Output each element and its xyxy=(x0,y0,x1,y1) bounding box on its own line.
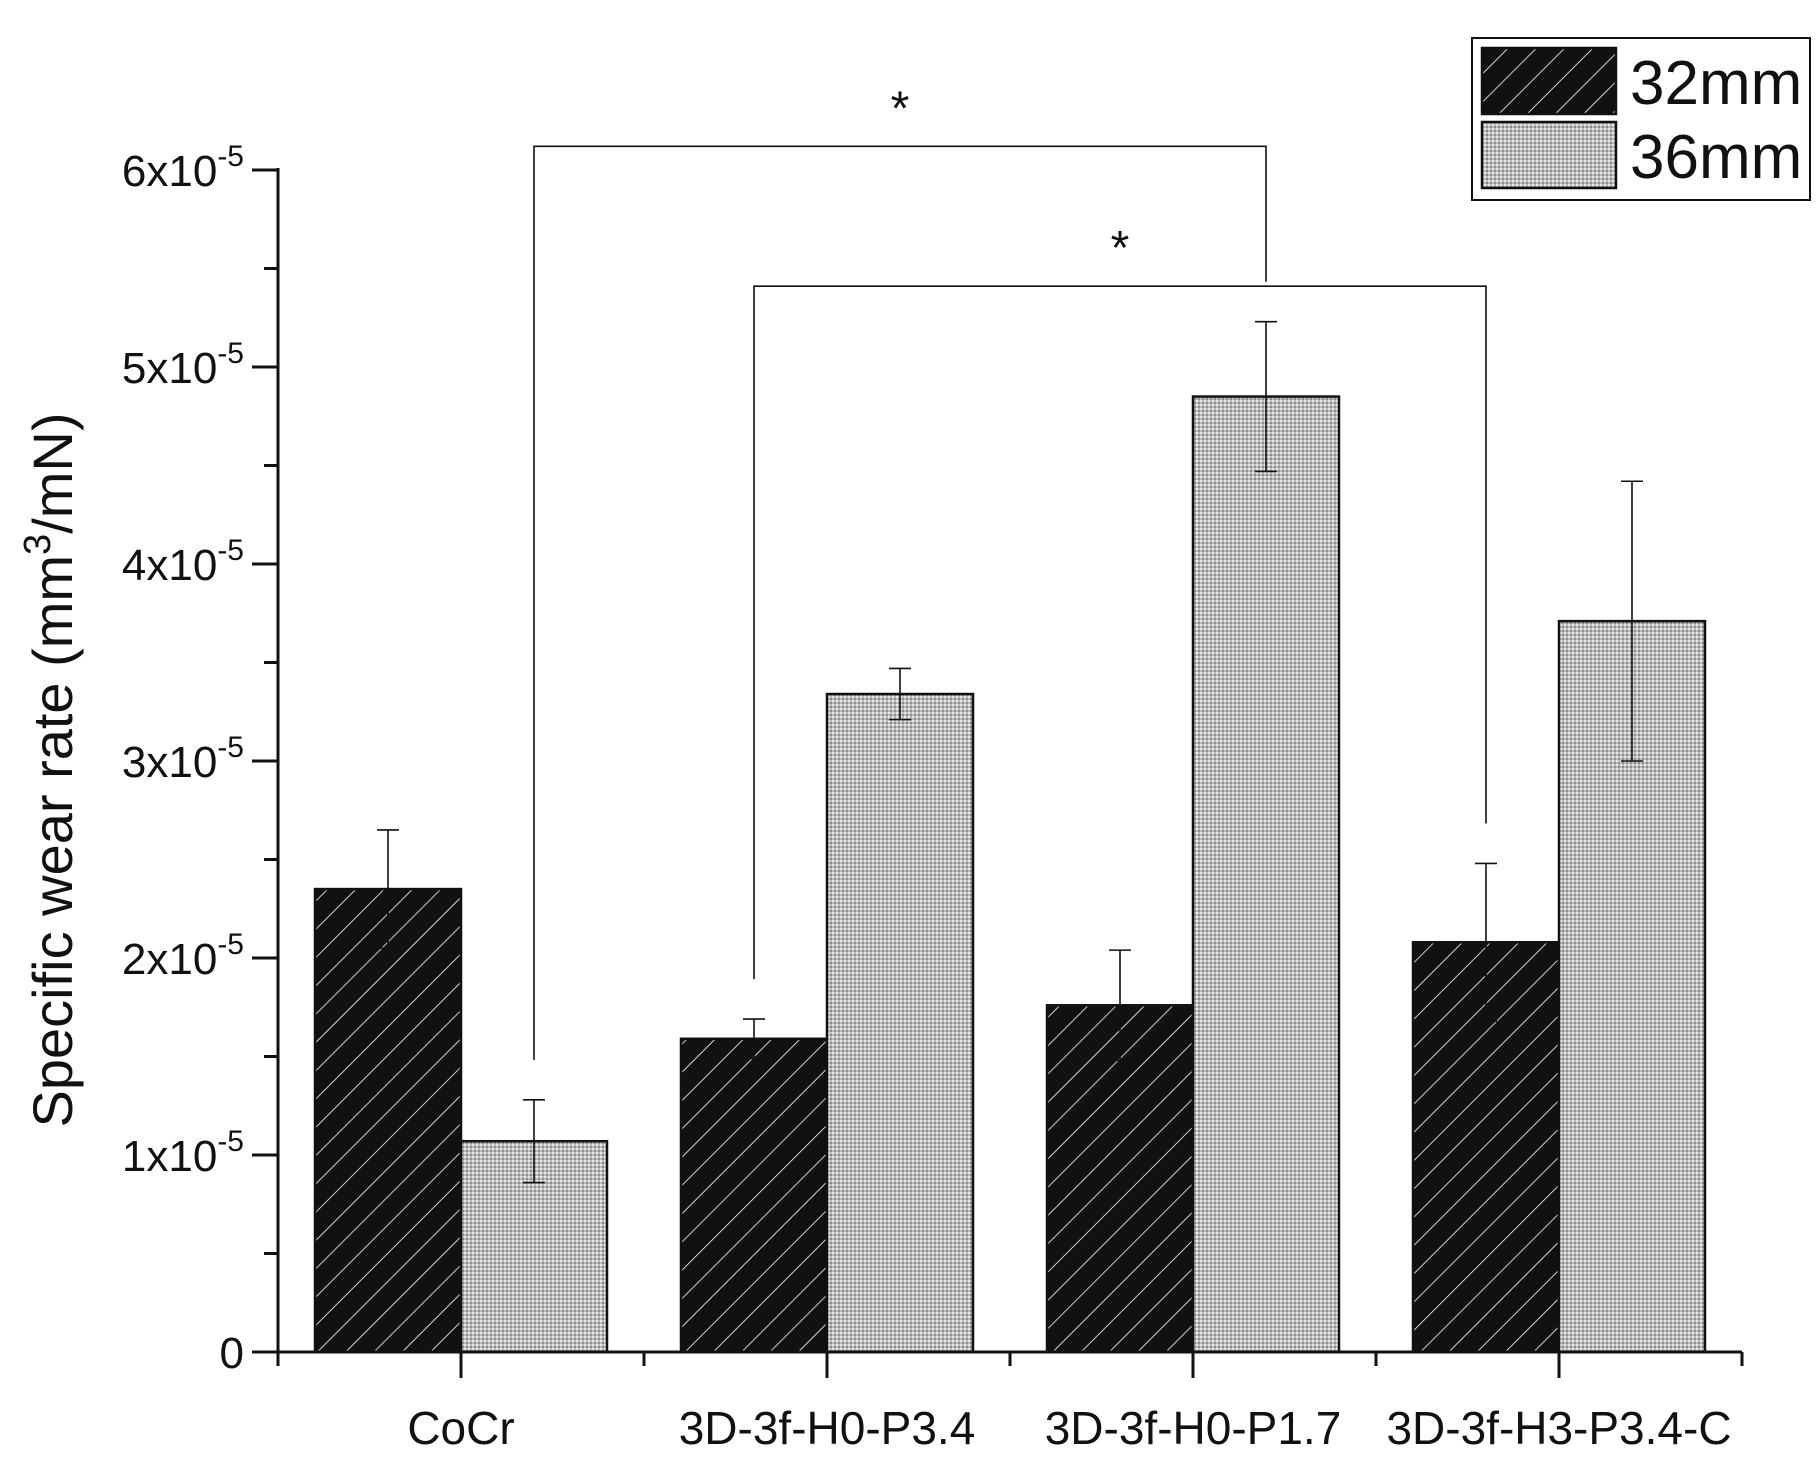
significance-star-1: * xyxy=(1111,222,1130,275)
legend-swatch-36mm xyxy=(1480,120,1618,190)
bar-32mm-1 xyxy=(679,1037,829,1354)
y-axis-title-superscript: 3 xyxy=(17,534,59,555)
y-tick-label-4: 4x10-5 xyxy=(122,534,244,590)
legend-swatch-32mm xyxy=(1480,46,1618,116)
legend-label-36mm: 36mm xyxy=(1630,123,1802,192)
significance-star-0: * xyxy=(891,82,910,135)
y-tick-label-2: 2x10-5 xyxy=(122,928,244,984)
bar-36mm-1 xyxy=(825,692,975,1354)
y-tick-label-0: 0 xyxy=(220,1329,244,1378)
bar-36mm-2 xyxy=(1191,395,1341,1354)
significance-bracket-1 xyxy=(753,285,1487,980)
y-axis-title-main: Specific wear rate (mm xyxy=(21,555,84,1128)
legend-label-32mm: 32mm xyxy=(1630,49,1802,118)
x-tick-label-2: 3D-3f-H0-P1.7 xyxy=(1045,1402,1342,1454)
y-tick-label-3: 3x10-5 xyxy=(122,731,244,787)
significance-bracket-0 xyxy=(533,145,1267,1060)
x-tick-label-0: CoCr xyxy=(407,1402,514,1454)
y-tick-label-5: 5x10-5 xyxy=(122,337,244,393)
y-tick-label-1: 1x10-5 xyxy=(122,1125,244,1181)
bar-32mm-0 xyxy=(313,887,463,1354)
x-tick-label-3: 3D-3f-H3-P3.4-C xyxy=(1386,1402,1731,1454)
bar-32mm-2 xyxy=(1045,1004,1195,1354)
y-axis-title-group: Specific wear rate (mm3/mN) xyxy=(17,412,84,1127)
y-axis-title: Specific wear rate (mm3/mN) xyxy=(17,412,84,1127)
plot-area: * * 0 1x10-5 2x10-5 3x10-5 4x10-5 5x10-5 6x10-5 C… xyxy=(122,37,1811,1454)
y-axis-title-unit: /mN) xyxy=(21,412,84,533)
x-tick-label-1: 3D-3f-H0-P3.4 xyxy=(679,1402,976,1454)
y-tick-label-6: 6x10-5 xyxy=(122,140,244,196)
